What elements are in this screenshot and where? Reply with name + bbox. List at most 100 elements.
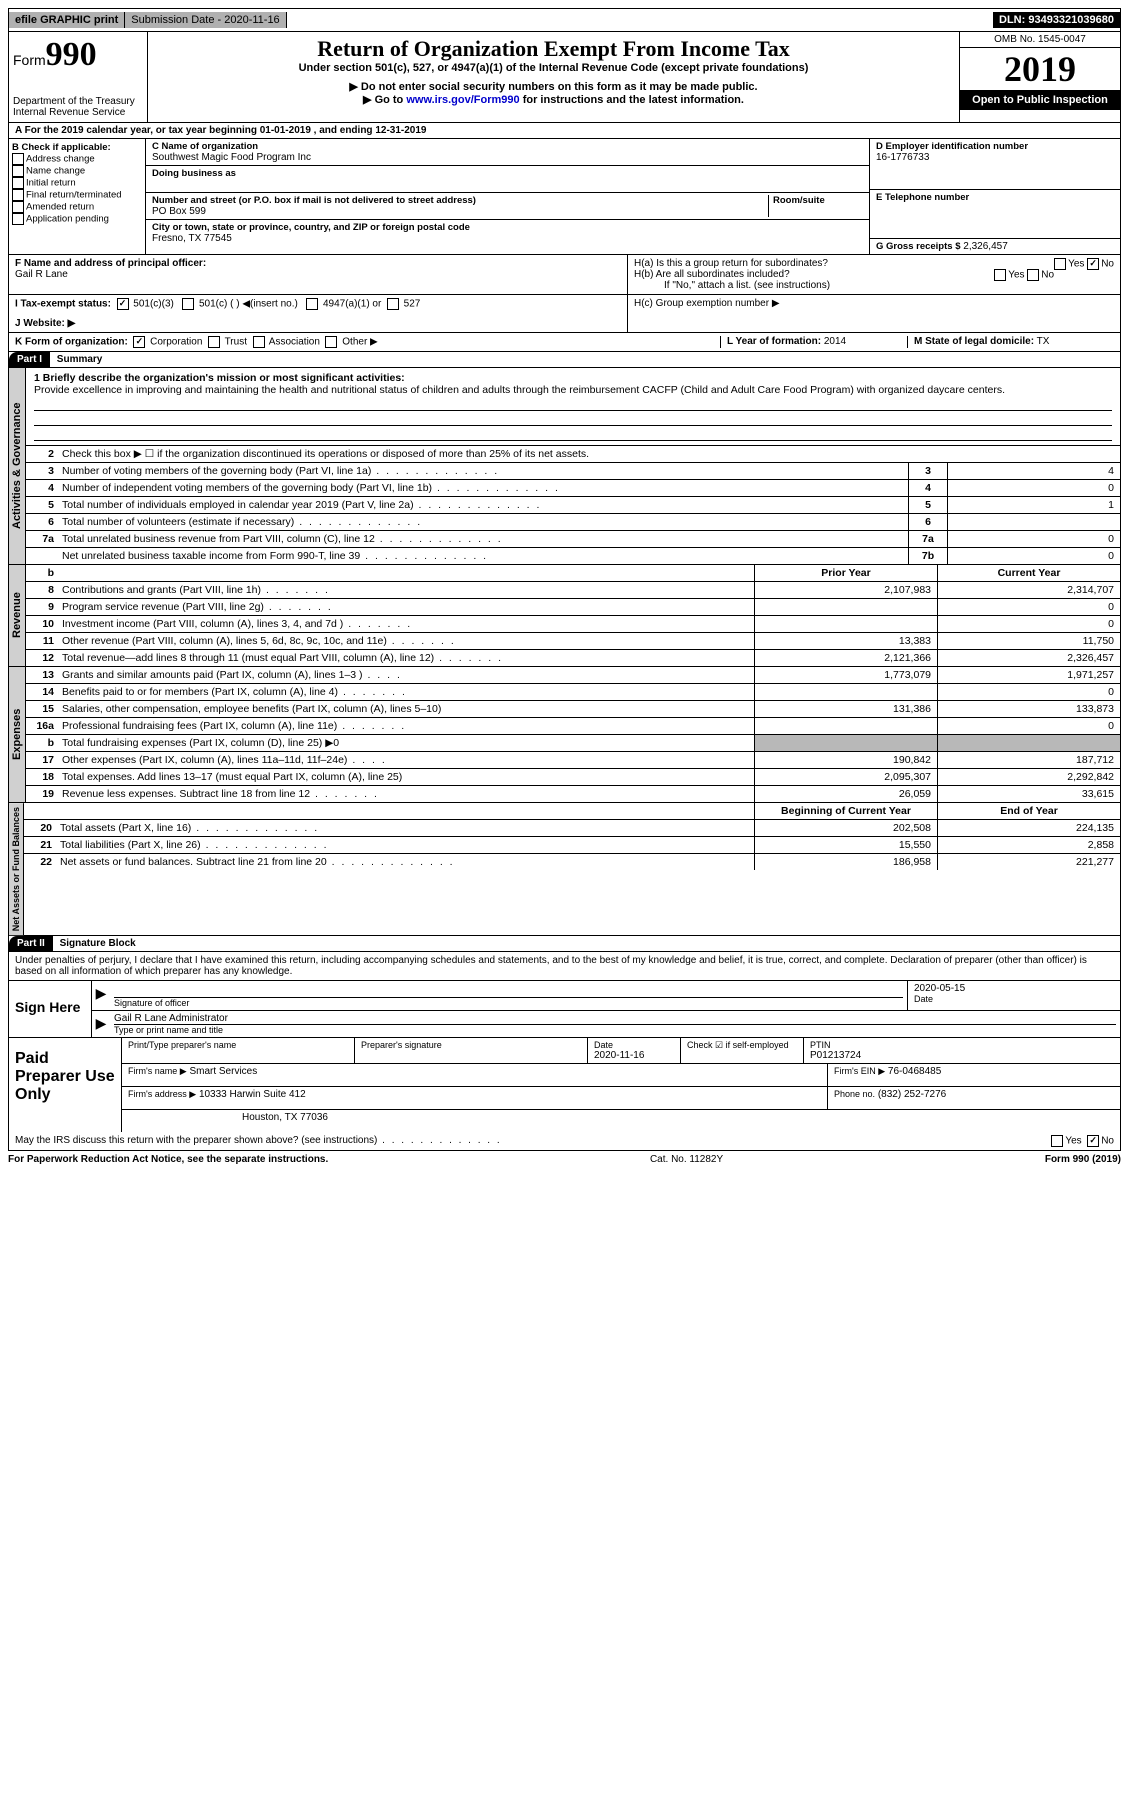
- firm-name: Smart Services: [189, 1066, 257, 1077]
- mission-block: 1 Briefly describe the organization's mi…: [26, 368, 1120, 445]
- chk-address[interactable]: Address change: [12, 153, 142, 165]
- chk-4947[interactable]: [306, 298, 318, 310]
- chk-amended[interactable]: Amended return: [12, 201, 142, 213]
- summary-line: Net unrelated business taxable income fr…: [26, 548, 1120, 564]
- sig-date: 2020-05-15: [914, 983, 1114, 994]
- ssn-note: ▶ Do not enter social security numbers o…: [156, 80, 951, 93]
- chk-final[interactable]: Final return/terminated: [12, 189, 142, 201]
- expense-line: 14Benefits paid to or for members (Part …: [26, 684, 1120, 701]
- chk-501c3[interactable]: [117, 298, 129, 310]
- summary-line: 3Number of voting members of the governi…: [26, 463, 1120, 480]
- line2: Check this box ▶ ☐ if the organization d…: [58, 446, 1120, 462]
- org-name: Southwest Magic Food Program Inc: [152, 152, 863, 163]
- topbar: efile GRAPHIC print Submission Date - 20…: [8, 8, 1121, 32]
- revenue-line: 12Total revenue—add lines 8 through 11 (…: [26, 650, 1120, 666]
- vtab-expenses: Expenses: [9, 667, 26, 802]
- summary-line: 6Total number of volunteers (estimate if…: [26, 514, 1120, 531]
- ptin: P01213724: [810, 1050, 1114, 1061]
- expenses-block: Expenses 13Grants and similar amounts pa…: [8, 667, 1121, 803]
- begin-year-head: Beginning of Current Year: [754, 803, 937, 819]
- firm-addr1: 10333 Harwin Suite 412: [199, 1089, 306, 1100]
- curr-year-head: Current Year: [937, 565, 1120, 581]
- paid-preparer-label: Paid Preparer Use Only: [9, 1038, 121, 1132]
- expense-line: 13Grants and similar amounts paid (Part …: [26, 667, 1120, 684]
- signature-block: Under penalties of perjury, I declare th…: [8, 952, 1121, 1151]
- form-ref: Form 990 (2019): [1045, 1154, 1121, 1165]
- form-number: 990: [46, 36, 97, 73]
- city-label: City or town, state or province, country…: [152, 222, 863, 233]
- chk-initial[interactable]: Initial return: [12, 177, 142, 189]
- netassets-line: 22Net assets or fund balances. Subtract …: [24, 854, 1120, 870]
- street: PO Box 599: [152, 206, 768, 217]
- tax-year: 2019: [960, 48, 1120, 90]
- city: Fresno, TX 77545: [152, 233, 863, 244]
- vtab-revenue: Revenue: [9, 565, 26, 666]
- submission-date: Submission Date - 2020-11-16: [125, 12, 286, 28]
- year-formation: 2014: [824, 336, 846, 347]
- part-ii-header: Part II Signature Block: [8, 936, 1121, 952]
- firm-addr2: Houston, TX 77036: [122, 1110, 1120, 1132]
- netassets-block: Net Assets or Fund Balances Beginning of…: [8, 803, 1121, 936]
- sig-officer-label: Signature of officer: [114, 998, 903, 1008]
- discuss-yes[interactable]: [1051, 1135, 1063, 1147]
- chk-pending[interactable]: Application pending: [12, 213, 142, 225]
- expense-line: 15Salaries, other compensation, employee…: [26, 701, 1120, 718]
- chk-assoc[interactable]: [253, 336, 265, 348]
- end-year-head: End of Year: [937, 803, 1120, 819]
- d-label: D Employer identification number: [876, 141, 1114, 152]
- chk-corp[interactable]: [133, 336, 145, 348]
- prior-year-head: Prior Year: [754, 565, 937, 581]
- chk-trust[interactable]: [208, 336, 220, 348]
- form-990-badge: Form990: [13, 36, 143, 74]
- principal-officer: Gail R Lane: [15, 269, 621, 280]
- chk-501c[interactable]: [182, 298, 194, 310]
- form-header: Form990 Department of the Treasury Inter…: [8, 32, 1121, 123]
- street-label: Number and street (or P.O. box if mail i…: [152, 195, 768, 206]
- expense-line: 17Other expenses (Part IX, column (A), l…: [26, 752, 1120, 769]
- row-klm: K Form of organization: Corporation Trus…: [8, 333, 1121, 352]
- g-label: G Gross receipts $: [876, 241, 960, 252]
- summary-line: 5Total number of individuals employed in…: [26, 497, 1120, 514]
- dln: DLN: 93493321039680: [993, 12, 1120, 28]
- paperwork-notice: For Paperwork Reduction Act Notice, see …: [8, 1154, 328, 1165]
- part-i-header: Part I Summary: [8, 352, 1121, 368]
- arrow-icon: ▶: [92, 981, 110, 1010]
- part-i-title: Summary: [57, 354, 103, 365]
- state-domicile: TX: [1037, 336, 1050, 347]
- discuss-no[interactable]: [1087, 1135, 1099, 1147]
- chk-other[interactable]: [325, 336, 337, 348]
- prep-date: 2020-11-16: [594, 1050, 674, 1061]
- chk-527[interactable]: [387, 298, 399, 310]
- hb-note: If "No," attach a list. (see instruction…: [634, 280, 1114, 291]
- row-a: A For the 2019 calendar year, or tax yea…: [8, 123, 1121, 139]
- open-public: Open to Public Inspection: [960, 90, 1120, 110]
- expense-line: bTotal fundraising expenses (Part IX, co…: [26, 735, 1120, 752]
- expense-line: 19Revenue less expenses. Subtract line 1…: [26, 786, 1120, 802]
- efile-label: efile GRAPHIC print: [9, 12, 125, 28]
- revenue-line: 10Investment income (Part VIII, column (…: [26, 616, 1120, 633]
- part-ii-tag: Part II: [9, 936, 53, 951]
- expense-line: 16aProfessional fundraising fees (Part I…: [26, 718, 1120, 735]
- arrow-icon: ▶: [92, 1011, 110, 1037]
- irs-link[interactable]: www.irs.gov/Form990: [406, 94, 519, 106]
- revenue-line: 8Contributions and grants (Part VIII, li…: [26, 582, 1120, 599]
- cat-no: Cat. No. 11282Y: [328, 1154, 1045, 1165]
- sig-intro: Under penalties of perjury, I declare th…: [9, 952, 1120, 980]
- netassets-line: 20Total assets (Part X, line 16)202,5082…: [24, 820, 1120, 837]
- governance-block: Activities & Governance 1 Briefly descri…: [8, 368, 1121, 565]
- page-footer: For Paperwork Reduction Act Notice, see …: [8, 1151, 1121, 1168]
- netassets-line: 21Total liabilities (Part X, line 26)15,…: [24, 837, 1120, 854]
- b-label: B Check if applicable:: [12, 142, 142, 153]
- part-i-tag: Part I: [9, 352, 50, 367]
- chk-name[interactable]: Name change: [12, 165, 142, 177]
- form-prefix: Form: [13, 52, 46, 68]
- vtab-governance: Activities & Governance: [9, 368, 26, 564]
- revenue-line: 11Other revenue (Part VIII, column (A), …: [26, 633, 1120, 650]
- i-row: I Tax-exempt status: 501(c)(3) 501(c) ( …: [15, 298, 621, 310]
- dept-treasury: Department of the Treasury Internal Reve…: [13, 96, 143, 118]
- section-fh: F Name and address of principal officer:…: [8, 255, 1121, 295]
- c-name-label: C Name of organization: [152, 141, 863, 152]
- summary-line: 4Number of independent voting members of…: [26, 480, 1120, 497]
- goto-note: ▶ Go to www.irs.gov/Form990 for instruct…: [156, 93, 951, 106]
- self-employed[interactable]: Check ☑ if self-employed: [681, 1038, 804, 1063]
